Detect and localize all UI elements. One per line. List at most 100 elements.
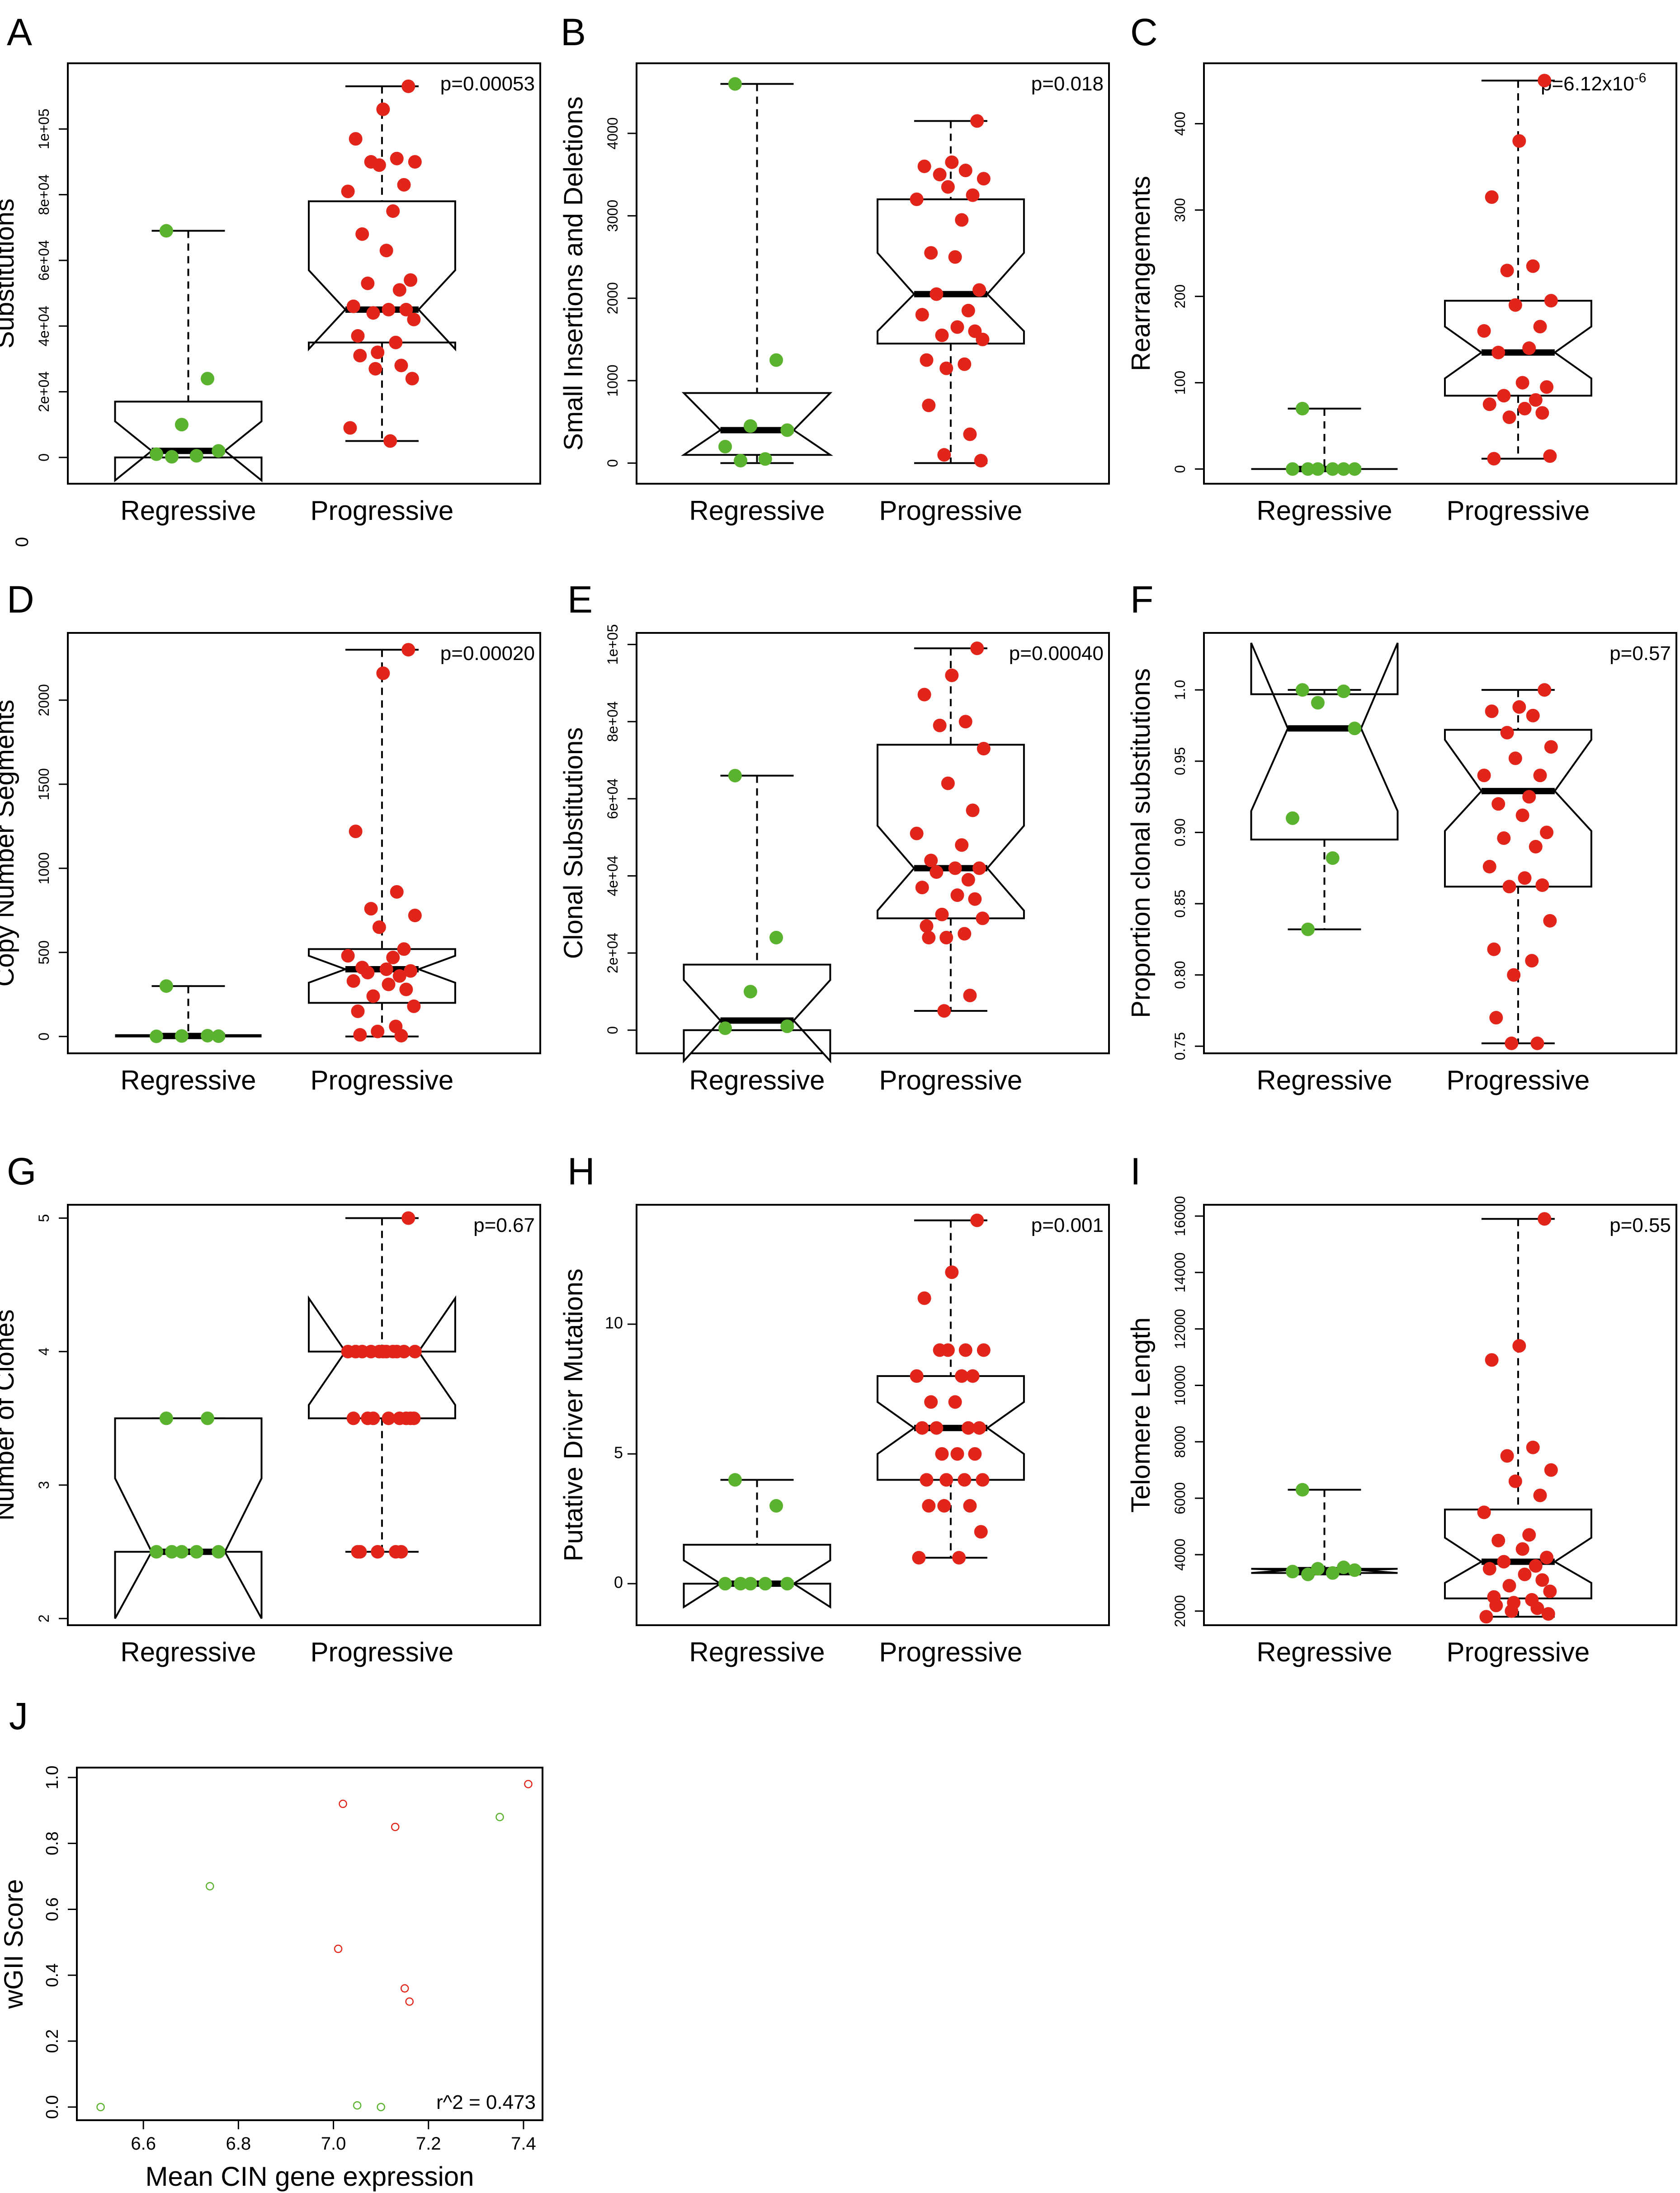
data-point [1525, 954, 1539, 968]
p-value: p=0.018 [1031, 73, 1104, 95]
y-tick-label: 12000 [1172, 1309, 1188, 1349]
y-tick-label: 0 [36, 1033, 52, 1041]
data-point [948, 250, 962, 264]
panel-label: B [561, 11, 586, 53]
data-point [1502, 410, 1516, 424]
p-value: p=0.00020 [440, 642, 535, 665]
data-point [968, 892, 982, 906]
panel-label: J [9, 1695, 28, 1737]
data-point [910, 826, 924, 840]
data-point [1518, 1567, 1532, 1581]
data-point [407, 312, 421, 326]
group-progressive [1444, 683, 1592, 1050]
y-tick-label: 0 [604, 1026, 621, 1034]
data-point [977, 741, 991, 755]
data-point [1533, 320, 1547, 334]
panel-f: F Proportion clonal substitutions 0.75 0.80… [1126, 578, 1677, 1095]
data-point [401, 643, 415, 657]
data-point [399, 302, 413, 316]
data-point [1541, 1607, 1555, 1621]
data-point [1522, 341, 1536, 355]
data-point [372, 158, 386, 172]
y-tick-label: 1e+05 [36, 108, 52, 149]
category-label: Progressive [1447, 495, 1590, 526]
data-point [1518, 401, 1532, 415]
data-point [950, 888, 964, 902]
data-point [958, 1473, 972, 1487]
data-point [379, 1344, 393, 1358]
data-point [1515, 808, 1529, 822]
data-point [1348, 462, 1362, 476]
scatter-point [353, 2101, 362, 2110]
y-tick-label: 0.90 [1172, 818, 1188, 846]
data-point [1544, 1463, 1558, 1477]
data-point [1500, 1449, 1514, 1463]
group-regressive [1251, 401, 1398, 476]
data-point [939, 1473, 953, 1487]
data-point [922, 931, 936, 945]
group-regressive [683, 769, 831, 1064]
data-point [1544, 740, 1558, 754]
data-point [346, 299, 360, 313]
data-point [912, 1551, 926, 1565]
plot-frame [67, 1204, 541, 1626]
y-tick-label: 2000 [604, 282, 621, 314]
panel-e: E Clonal Substitutions 0 2e+04 4e+04 6e+04 8e+… [559, 578, 1110, 1095]
y-axis-title: wGII Score [0, 1879, 28, 2009]
y-tick-label: 0.4 [43, 1963, 62, 1987]
data-point [976, 1473, 990, 1487]
data-point [1286, 462, 1300, 476]
data-point [915, 881, 929, 895]
data-point [376, 666, 390, 680]
category-label: Progressive [1447, 1637, 1590, 1667]
y-axis-title: Rearrangements [1126, 176, 1156, 371]
data-point [1348, 1563, 1362, 1577]
data-point [407, 1411, 421, 1425]
data-point [159, 979, 173, 993]
data-point [958, 357, 972, 371]
category-label: Progressive [879, 1637, 1023, 1667]
data-point [970, 641, 984, 656]
y-tick-label: 8e+04 [604, 701, 621, 742]
data-point [977, 1343, 991, 1357]
group-progressive [308, 79, 456, 448]
data-point [382, 302, 396, 316]
data-point [758, 1577, 772, 1591]
data-point [401, 79, 415, 93]
data-point [1482, 860, 1496, 874]
data-point [1295, 683, 1309, 697]
plot-frame [67, 62, 541, 485]
y-tick-label: 0.2 [43, 2029, 62, 2053]
category-label: Progressive [879, 495, 1023, 526]
data-point [950, 320, 964, 334]
data-point [1540, 1551, 1554, 1565]
data-point [972, 1421, 986, 1435]
data-point [1508, 1474, 1522, 1488]
data-point [915, 1421, 929, 1435]
data-point [1502, 1579, 1516, 1593]
group-progressive [877, 114, 1025, 467]
y-tick-label: 4 [36, 1348, 52, 1356]
data-point [728, 77, 742, 91]
y-tick-label: 2000 [36, 684, 52, 716]
data-point [366, 989, 380, 1003]
y-tick-label: 1000 [36, 852, 52, 884]
data-point [1538, 74, 1552, 88]
data-point [150, 1545, 164, 1559]
category-label: Regressive [689, 1637, 825, 1667]
data-point [780, 1019, 794, 1033]
y-axis-title: Small Insertions and Deletions [559, 96, 588, 450]
data-point [1348, 722, 1362, 736]
y-axis-title: Copy Number Segments [0, 699, 19, 986]
y-tick-label: 5 [614, 1443, 623, 1462]
category-label: Regressive [120, 1637, 256, 1667]
data-point [1530, 1601, 1544, 1615]
data-point [407, 999, 421, 1013]
data-point [1482, 397, 1496, 411]
data-point [963, 989, 977, 1003]
y-tick-label: 6000 [1172, 1482, 1188, 1514]
data-point [1505, 1604, 1519, 1618]
data-point [1543, 914, 1557, 928]
data-point [958, 927, 972, 941]
panel-label: D [7, 578, 34, 621]
